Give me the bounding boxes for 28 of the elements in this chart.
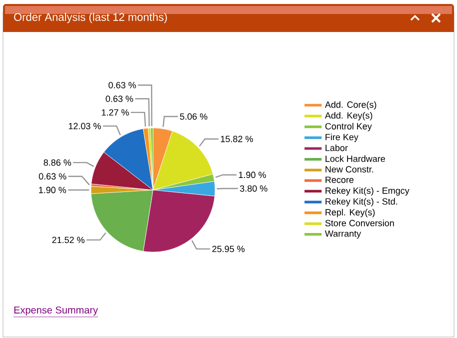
data-label: 0.63 % — [38, 173, 66, 180]
data-label: 0.63 % — [108, 82, 136, 88]
data-label: 0.63 % — [106, 96, 134, 102]
data-label: 3.80 % — [240, 185, 268, 192]
legend-label: Warranty — [324, 230, 362, 239]
chart-title: Order Analysis (last 12 months) — [14, 12, 167, 24]
legend-label: Add. Key(s) — [324, 112, 372, 120]
legend-label: Control Key — [325, 122, 372, 132]
legend-label: Labor — [326, 144, 348, 152]
data-label: 25.95 % — [212, 246, 245, 252]
data-label: 1.90 % — [39, 186, 66, 194]
data-label: 15.82 % — [220, 136, 253, 142]
legend-label: Repl. Key(s) — [326, 208, 375, 218]
legend-label: Recore — [326, 176, 354, 183]
legend-label: New Constr. — [326, 166, 374, 173]
legend-label: Fire Key — [326, 134, 358, 142]
legend-label: Lock Hardware — [326, 155, 386, 162]
data-label: 12.03 % — [68, 122, 101, 130]
legend-label: Rekey Kit(s) - Emgcy — [326, 187, 410, 196]
legend-label: Rekey Kit(s) - Std. — [326, 198, 398, 206]
legend-label: Add. Core(s) — [324, 101, 376, 110]
text: Expense Summary — [14, 306, 98, 316]
legend-label: Store Conversion — [325, 220, 394, 226]
data-label: 8.86 % — [44, 159, 72, 166]
data-label: 1.27 % — [102, 109, 129, 116]
data-label: 5.06 % — [180, 113, 208, 120]
data-label: 1.90 % — [238, 172, 266, 178]
data-label: 21.52 % — [52, 236, 84, 244]
